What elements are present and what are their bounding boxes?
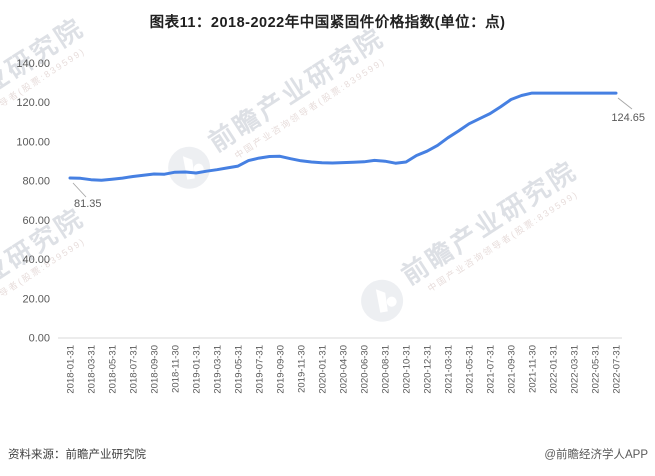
x-tick-label: 2022-05-31 (591, 345, 602, 394)
x-tick-label: 2020-08-31 (381, 345, 392, 394)
source-text: 资料来源：前瞻产业研究院 (8, 449, 146, 461)
x-tick-label: 2021-11-30 (528, 345, 539, 393)
x-tick-label: 2019-11-30 (297, 345, 308, 393)
x-tick-label: 2020-04-30 (339, 345, 350, 394)
x-tick-label: 2019-07-31 (255, 345, 266, 394)
x-tick-label: 2019-09-30 (276, 345, 287, 394)
y-tick-label: 140.00 (16, 58, 50, 70)
y-tick-label: 80.00 (22, 176, 50, 188)
x-tick-label: 2022-07-31 (612, 345, 623, 394)
x-tick-label: 2018-03-31 (87, 345, 98, 394)
y-tick-label: 120.00 (16, 97, 50, 109)
x-tick-label: 2018-11-30 (171, 345, 182, 393)
x-tick-label: 2019-05-31 (234, 345, 245, 394)
line-chart: 0.00 20.00 40.00 60.00 80.00 100.00 120.00 140.… (16, 58, 645, 394)
x-tick-label: 2021-03-31 (444, 345, 455, 394)
x-tick-label: 2019-01-31 (192, 345, 203, 394)
x-tick-label: 2020-01-31 (318, 345, 329, 394)
y-tick-label: 20.00 (22, 293, 50, 305)
x-tick-label: 2021-07-31 (486, 345, 497, 394)
x-tick-label: 2020-12-31 (423, 345, 434, 394)
x-tick-label: 2022-01-31 (549, 345, 560, 394)
x-tick-label: 2020-10-31 (402, 345, 413, 394)
annotation-leader (617, 97, 633, 110)
x-tick-label: 2021-05-31 (465, 345, 476, 394)
footer: 资料来源：前瞻产业研究院 @前瞻经济学人APP (0, 444, 655, 466)
price-line (68, 91, 618, 182)
y-tick-label: 40.00 (22, 254, 50, 266)
x-tick-label: 2020-06-30 (360, 345, 371, 394)
x-tick-label: 2018-07-31 (129, 345, 140, 394)
annotation-leader (72, 182, 87, 198)
x-tick-label: 2019-03-31 (213, 345, 224, 394)
data-label: 81.35 (74, 198, 102, 210)
data-label: 124.65 (611, 112, 645, 124)
x-tick-label: 2018-01-31 (66, 345, 77, 394)
y-tick-label: 60.00 (22, 215, 50, 227)
credit-text: @前瞻经济学人APP (544, 449, 648, 461)
y-tick-label: 100.00 (16, 136, 50, 148)
x-tick-label: 2022-03-31 (570, 345, 581, 394)
chart-title: 图表11：2018-2022年中国紧固件价格指数(单位：点) (149, 15, 506, 31)
x-tick-label: 2021-09-30 (507, 345, 518, 394)
x-tick-label: 2018-09-30 (150, 345, 161, 394)
x-tick-label: 2018-05-31 (108, 345, 119, 394)
y-tick-label: 0.00 (29, 333, 50, 345)
